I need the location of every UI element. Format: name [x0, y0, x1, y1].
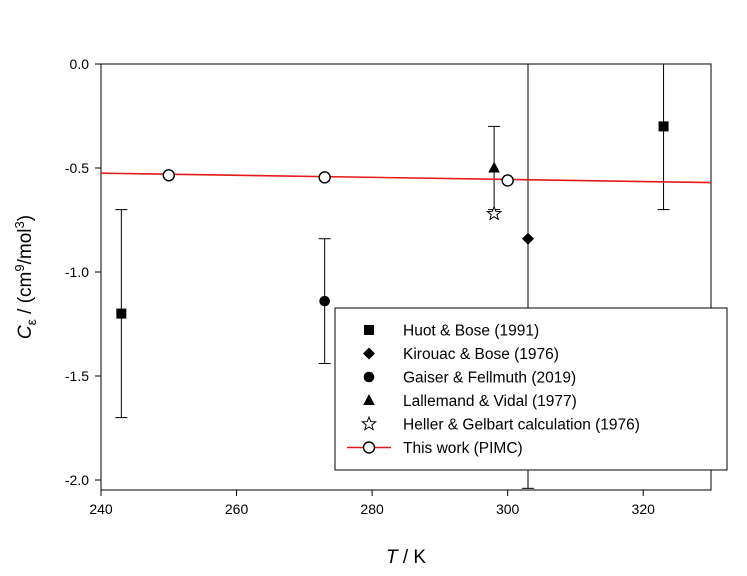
legend-label: Huot & Bose (1991) — [403, 323, 539, 340]
legend-marker — [363, 347, 375, 360]
x-tick-label: 240 — [89, 501, 113, 517]
plot-frame — [100, 63, 712, 491]
data-point — [486, 205, 503, 221]
legend-box — [334, 307, 728, 471]
data-point — [522, 232, 534, 245]
legend-label: Lallemand & Vidal (1977) — [403, 393, 577, 410]
data-point — [488, 161, 500, 173]
y-tick-label: -0.5 — [65, 160, 89, 176]
data-point — [658, 121, 669, 132]
y-tick-label: 0.0 — [70, 56, 90, 72]
legend-label: This work (PIMC) — [403, 440, 523, 457]
legend-marker — [364, 325, 374, 335]
legend-label: Kirouac & Bose (1976) — [403, 346, 559, 363]
legend-label: Heller & Gelbart calculation (1976) — [403, 417, 640, 434]
x-tick-label: 280 — [360, 501, 384, 517]
y-tick-label: -1.5 — [65, 368, 89, 384]
data-point — [501, 174, 514, 187]
data-point — [318, 171, 331, 184]
data-point — [116, 308, 127, 319]
legend-marker — [363, 371, 375, 383]
y-axis-title: Cε / (cm9/mol3) — [12, 215, 39, 339]
data-point — [319, 295, 330, 307]
y-tick-label: -2.0 — [65, 472, 89, 488]
y-tick-label: -1.0 — [65, 264, 89, 280]
data-point — [162, 169, 175, 182]
legend-marker — [363, 394, 375, 405]
fit-line — [100, 172, 712, 184]
x-tick-label: 260 — [225, 501, 249, 517]
legend-label: Gaiser & Fellmuth (2019) — [403, 370, 576, 387]
legend-marker — [361, 415, 377, 431]
x-tick-label: 320 — [632, 501, 656, 517]
x-tick-label: 300 — [496, 501, 520, 517]
legend-marker — [362, 441, 376, 454]
x-axis-title: T / K — [386, 547, 426, 568]
